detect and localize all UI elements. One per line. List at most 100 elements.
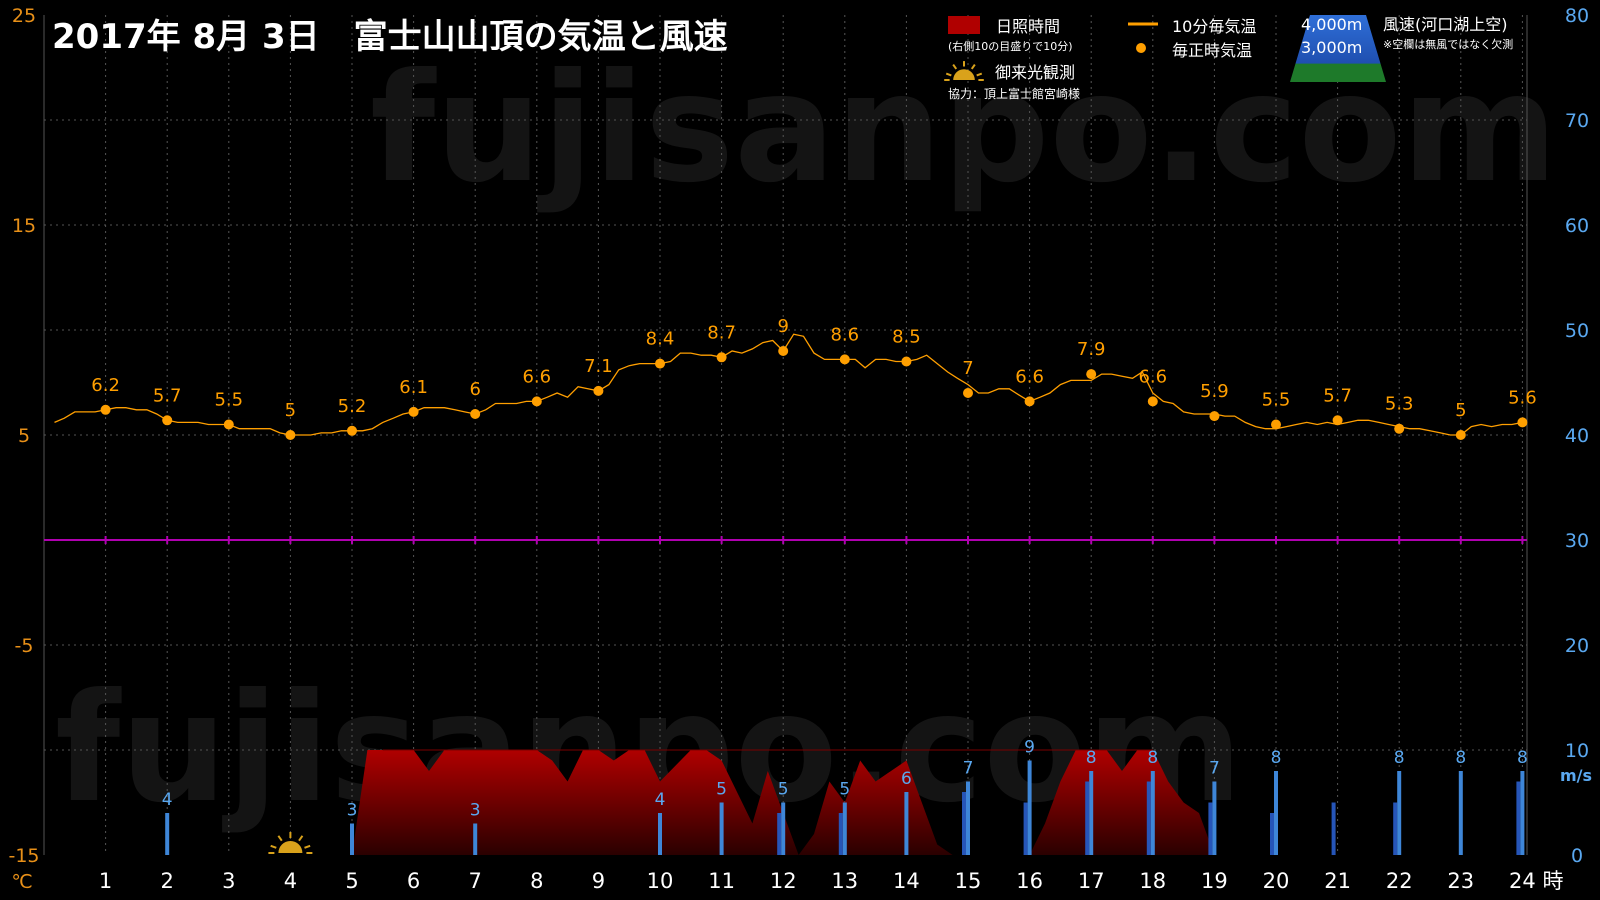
x-axis-tick-label: 7 [469,869,482,893]
temperature-hourly-label: 5.5 [214,390,243,411]
wind-bar-3000m [1516,781,1521,855]
left-axis-tick-label: -5 [15,635,34,657]
wind-bar-3000m [1393,802,1398,855]
temperature-hourly-point [1394,423,1405,434]
left-axis-tick-label: 25 [12,5,36,27]
sunshine-legend-swatch [948,16,980,34]
temperature-hourly-label: 5 [1455,400,1466,421]
wind-value-label: 8 [1517,748,1528,768]
wind-value-label: 3 [470,801,481,821]
wind-bar-4000m [842,802,847,855]
sun-ray [270,844,277,849]
temperature-hourly-point [963,388,973,398]
wind-bar-4000m [473,823,478,855]
temperature-hourly-label: 7 [962,358,973,379]
x-axis-tick-label: 6 [407,869,420,893]
temperature-hourly-point [223,419,234,430]
temp-hour-legend-dot [1136,43,1146,53]
x-axis-tick-label: 8 [530,869,543,893]
x-axis-tick-label: 15 [955,869,982,893]
x-axis-tick-label: 3 [222,869,235,893]
temperature-hourly-point [100,404,111,415]
x-axis-unit: 時 [1543,869,1564,893]
x-axis-tick-label: 17 [1078,869,1105,893]
temperature-hourly-label: 5.7 [153,385,182,406]
right-axis-tick-label: 80 [1565,5,1589,27]
sun-icon [268,832,313,854]
temperature-hourly-label: 8.5 [892,327,921,348]
right-axis-tick-label: 30 [1565,530,1589,552]
wind-bar-4000m [1520,771,1525,855]
wind-bar-3000m [1270,813,1274,855]
temperature-hourly-point [1271,419,1281,430]
x-axis-tick-label: 18 [1139,869,1166,893]
wind-value-label: 8 [1086,748,1097,768]
right-axis-tick-label: 20 [1565,635,1589,657]
right-axis-tick-label: 50 [1565,320,1589,342]
temperature-hourly-label: 5.9 [1200,381,1229,402]
goraiko-legend-label: 御来光観測 [995,63,1075,82]
wind-bar-4000m [1212,781,1217,855]
temperature-hourly-point [1517,417,1528,428]
x-axis-tick-label: 22 [1386,869,1413,893]
x-axis-tick-label: 10 [647,869,674,893]
wind-bar-3000m [962,792,966,855]
temperature-hourly-label: 9 [777,316,788,337]
temperature-hourly-point [162,415,173,426]
wind-value-label: 5 [839,780,850,800]
temperature-hourly-label: 5.7 [1323,385,1352,406]
wind-bar-3000m [838,813,843,855]
right-axis-unit: m/s [1560,766,1592,785]
x-axis-tick-label: 16 [1016,869,1043,893]
x-axis-tick-label: 9 [592,869,605,893]
right-axis-tick-label: 40 [1565,425,1589,447]
temperature-hourly-label: 6.6 [1138,366,1167,387]
sun-ray [976,72,983,77]
temperature-hourly-label: 5.3 [1385,394,1414,415]
x-axis-tick-label: 1 [99,869,112,893]
wind-value-label: 7 [1209,759,1220,779]
temperature-hourly-point [901,356,912,367]
x-axis-tick-label: 5 [345,869,358,893]
wind-value-label: 6 [901,769,912,789]
wind-bar-3000m [1023,802,1028,855]
temperature-hourly-point [1332,415,1343,426]
x-axis-tick-label: 14 [893,869,920,893]
sun-ray [945,72,952,77]
x-axis-tick-label: 2 [161,869,174,893]
temperature-hourly-label: 5.6 [1508,387,1537,408]
sun-ray [970,63,976,70]
temperature-hourly-point [655,358,665,369]
temperature-hourly-point [408,406,419,417]
wind-bar-4000m [781,802,786,855]
wind-value-label: 5 [716,780,727,800]
wind-bar-4000m [1150,771,1155,855]
wind-bar-3000m [777,813,782,855]
wind-bar-4000m [350,823,354,855]
mountain-icon [1290,15,1386,82]
temperature-hourly-point [1147,396,1158,407]
temp-hour-legend-label: 毎正時気温 [1172,41,1252,60]
temperature-hourly-label: 8.4 [646,329,675,350]
temperature-hourly-label: 5.2 [338,396,367,417]
wind-value-label: 8 [1394,748,1405,768]
sun-ray [298,835,304,842]
right-axis-tick-label: 10 [1565,740,1589,762]
temperature-hourly-point [716,352,727,363]
temperature-hourly-point [1024,396,1035,407]
wind-value-label: 8 [1271,748,1282,768]
altitude-3000-label: 3,000m [1301,38,1362,57]
sun-disc [953,69,975,80]
temperature-10min-line [54,333,1523,436]
wind-bar-4000m [1397,771,1402,855]
x-axis-tick-label: 24 [1509,869,1536,893]
zero-line-ticks [104,536,1524,544]
x-axis-tick-label: 23 [1447,869,1474,893]
wind-legend-note: ※空欄は無風ではなく欠測 [1383,37,1513,51]
wind-value-label: 9 [1024,738,1035,758]
temperature-hourly-point [593,385,604,396]
x-axis-tick-label: 4 [284,869,297,893]
temperature-hourly-label: 6.6 [1015,366,1044,387]
